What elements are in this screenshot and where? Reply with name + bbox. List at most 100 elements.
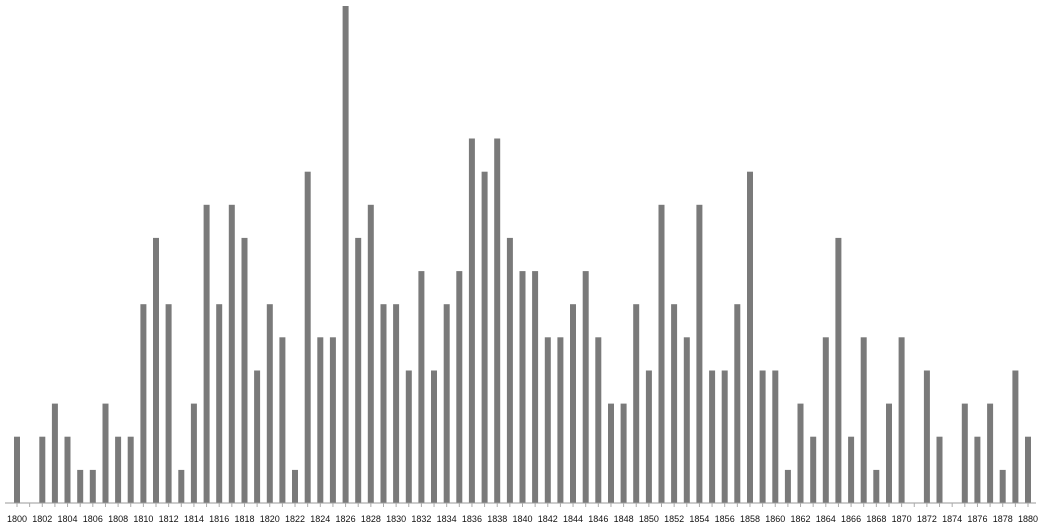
x-tick-label: 1856 [715,514,735,524]
x-tick-label: 1830 [386,514,406,524]
x-tick-label: 1872 [917,514,937,524]
bar-1862 [797,403,804,503]
bar-1814 [190,403,197,503]
bar-1805 [77,469,84,503]
bar-1832 [418,271,425,503]
bar-1836 [468,138,475,503]
bar-1813 [178,469,185,503]
x-tick-label: 1876 [967,514,987,524]
x-tick-label: 1838 [487,514,507,524]
bar-1859 [759,370,766,503]
bar-1858 [747,171,753,503]
x-tick-label: 1802 [32,514,52,524]
bar-1833 [431,370,437,503]
x-tick-label: 1880 [1018,514,1038,524]
x-tick-label: 1850 [639,514,659,524]
x-tick-label: 1820 [260,514,280,524]
bar-1802 [39,436,46,503]
x-tick-label: 1864 [816,514,836,524]
bar-1837 [481,171,488,503]
bar-1847 [608,403,614,503]
bar-1834 [443,304,450,503]
x-tick-label: 1814 [184,514,204,524]
bar-1817 [228,204,235,504]
bar-1851 [658,204,665,504]
x-tick-label: 1878 [993,514,1013,524]
bar-1829 [380,304,387,503]
x-tick-label: 1816 [209,514,229,524]
x-axis-ticks [16,503,1029,507]
bar-1821 [279,337,286,503]
x-tick-label: 1848 [614,514,634,524]
bar-1816 [216,304,223,503]
x-tick-label: 1806 [83,514,103,524]
x-tick-label: 1858 [740,514,760,524]
x-tick-label: 1866 [841,514,861,524]
x-tick-label: 1826 [336,514,356,524]
bar-1807 [102,403,109,503]
bar-1868 [873,469,880,503]
bar-1812 [165,304,172,503]
x-tick-label: 1810 [133,514,153,524]
bar-1857 [734,304,741,503]
bars [14,6,1031,504]
bar-1845 [582,271,589,503]
x-tick-label: 1870 [892,514,912,524]
x-tick-label: 1840 [512,514,532,524]
bar-1842 [544,337,551,503]
bar-1826 [342,6,349,503]
x-tick-label: 1822 [285,514,305,524]
x-tick-label: 1808 [108,514,128,524]
bar-1852 [671,304,678,503]
bar-1880 [1025,436,1031,503]
bar-1872 [923,370,930,503]
x-tick-label: 1804 [58,514,78,524]
bar-1830 [393,304,400,503]
x-tick-label: 1800 [7,514,27,524]
bar-1849 [633,304,640,503]
bar-1815 [203,204,210,504]
x-tick-label: 1860 [765,514,785,524]
bar-1879 [1012,370,1019,503]
bar-1823 [304,171,311,503]
bar-1877 [987,403,994,503]
bar-1810 [140,304,147,503]
bar-1824 [317,337,324,503]
bar-1808 [115,436,122,503]
x-axis-labels: 1800 1802 1804 1806 1808 1810 1812 1814 1816 1818… [7,514,1038,524]
bar-1855 [709,370,716,503]
bar-1843 [557,337,564,503]
bar-1809 [127,436,134,503]
bar-1860 [772,370,779,503]
bar-1827 [355,237,362,503]
bar-1825 [329,337,336,503]
bar-1835 [456,271,463,503]
x-tick-label: 1834 [437,514,457,524]
bar-1841 [532,271,539,503]
x-tick-label: 1854 [689,514,709,524]
x-tick-label: 1862 [791,514,811,524]
bar-1867 [860,337,867,503]
x-tick-label: 1824 [310,514,330,524]
bar-1878 [999,469,1006,503]
x-tick-label: 1832 [411,514,431,524]
x-tick-label: 1852 [664,514,684,524]
bar-1853 [683,337,690,503]
bar-1848 [620,403,627,503]
bar-1818 [241,237,248,503]
bar-1864 [822,337,829,503]
bar-1831 [405,370,412,503]
bar-1846 [595,337,602,503]
bar-1840 [519,271,526,503]
x-tick-label: 1868 [866,514,886,524]
bar-1811 [153,237,159,503]
x-tick-label: 1828 [361,514,381,524]
bar-1839 [506,237,513,503]
x-tick-label: 1846 [588,514,608,524]
bar-1873 [936,436,943,503]
bar-1869 [886,403,892,503]
bar-1804 [64,436,71,503]
bar-1866 [848,436,855,503]
x-tick-label: 1818 [234,514,254,524]
